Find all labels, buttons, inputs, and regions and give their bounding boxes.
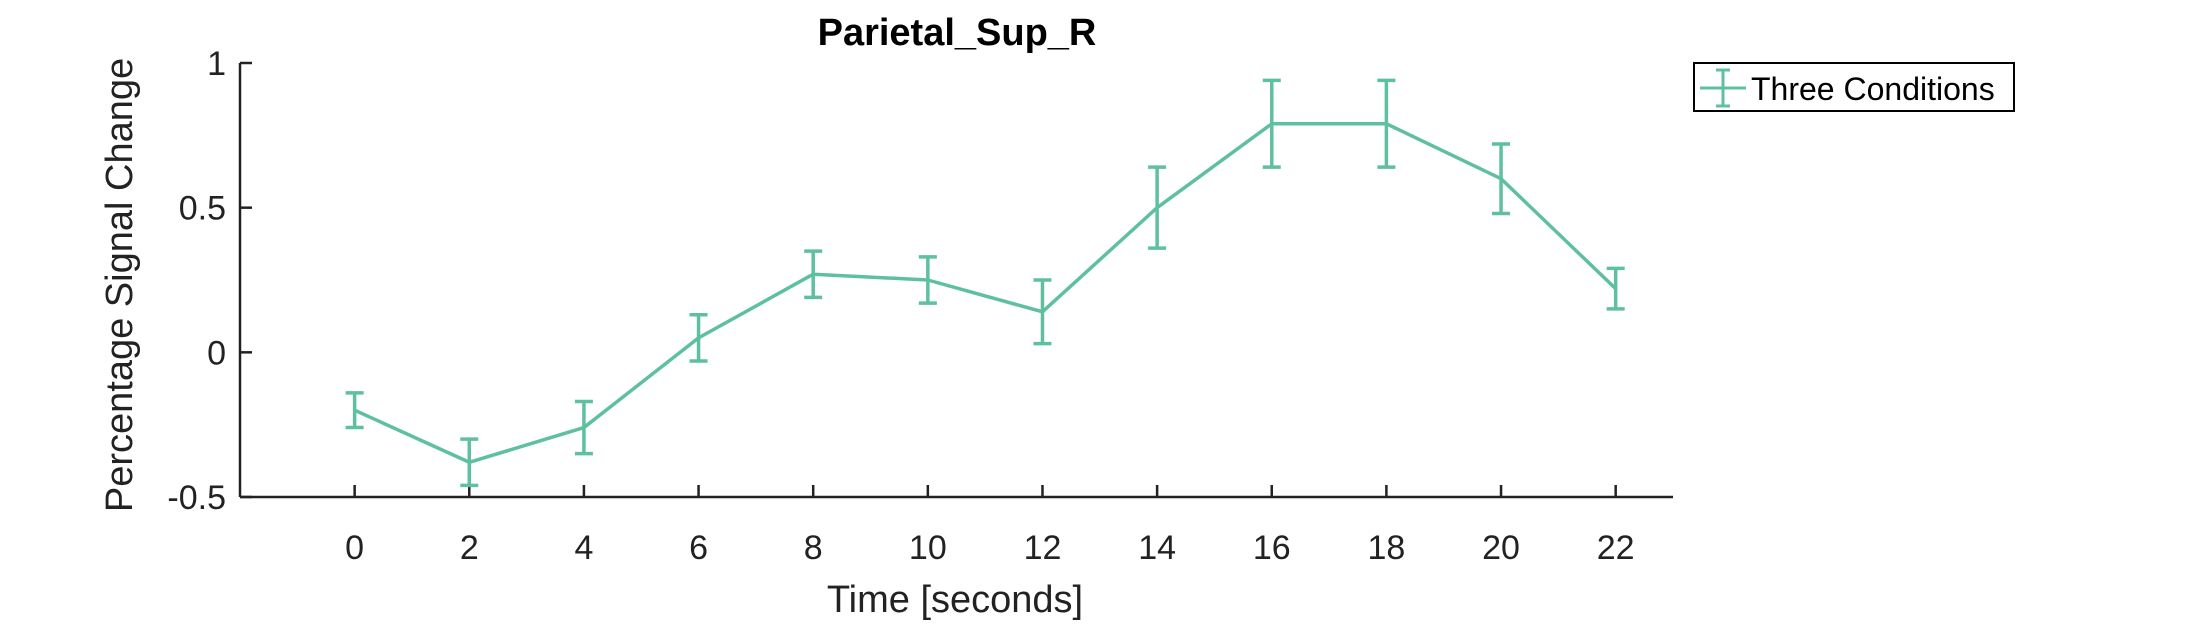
- x-tick-label: 6: [689, 529, 708, 567]
- x-tick-label: 16: [1253, 529, 1291, 567]
- legend-label: Three Conditions: [1751, 71, 1995, 107]
- y-axis-label: Percentage Signal Change: [99, 58, 141, 512]
- x-tick-label: 4: [574, 529, 593, 567]
- chart-title: Parietal_Sup_R: [818, 12, 1097, 54]
- errorbar: [804, 249, 823, 300]
- x-axis-label: Time [seconds]: [827, 579, 1083, 621]
- errorbar: [1606, 266, 1625, 311]
- x-tick-label: 18: [1367, 529, 1405, 567]
- x-tick-label: 2: [460, 529, 479, 567]
- errorbar: [460, 437, 479, 488]
- x-tick-label: 12: [1024, 529, 1062, 567]
- y-tick-label: 0.5: [179, 190, 226, 228]
- y-tick-label: 1: [207, 45, 226, 83]
- errorbar: [1492, 142, 1511, 216]
- errorbar: [1148, 165, 1167, 250]
- x-tick-label: 22: [1597, 529, 1635, 567]
- errorbar: [574, 399, 593, 456]
- axes: [238, 63, 1673, 499]
- errorbar: [1033, 278, 1052, 346]
- series-line: [353, 122, 1617, 465]
- x-tick-label: 20: [1482, 529, 1520, 567]
- y-axis-ticks: -0.5 0 0.5 1: [167, 45, 252, 517]
- legend: Three Conditions: [1693, 62, 2015, 112]
- legend-box: [1693, 62, 2015, 112]
- x-tick-label: 8: [804, 529, 823, 567]
- errorbar: [689, 312, 708, 363]
- errorbar: [1262, 78, 1281, 169]
- errorbar: [1377, 78, 1396, 169]
- series-layer: [345, 78, 1625, 488]
- y-tick-label: 0: [207, 334, 226, 372]
- y-tick-label: -0.5: [167, 479, 226, 517]
- x-axis-ticks: 0 2 4 6 8 10 12 14 16 18 20 22: [345, 485, 1635, 567]
- x-tick-label: 0: [345, 529, 364, 567]
- errorbar: [918, 255, 937, 305]
- errorbar: [345, 391, 364, 430]
- x-tick-label: 14: [1138, 529, 1176, 567]
- x-tick-label: 10: [909, 529, 947, 567]
